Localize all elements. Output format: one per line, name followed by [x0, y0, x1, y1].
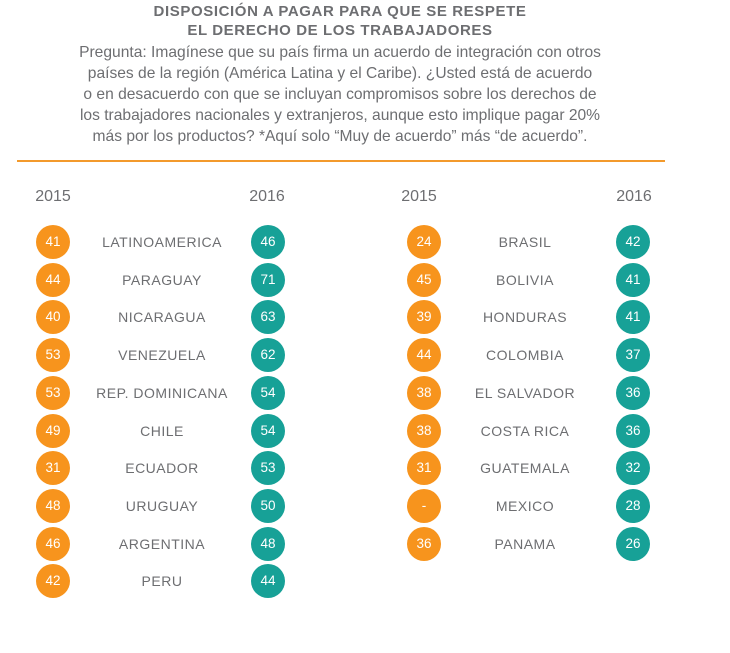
- right-year-2016-header: 2016: [616, 188, 652, 205]
- value-2015-circle: -: [407, 488, 441, 523]
- country-label: CHILE: [140, 422, 184, 439]
- value-2016-circle: 44: [251, 564, 285, 599]
- value-2015-circle: 46: [36, 526, 70, 561]
- country-label: COLOMBIA: [486, 347, 564, 364]
- right-year-2015-header: 2015: [401, 188, 437, 205]
- value-2016-circle: 41: [616, 262, 650, 297]
- value-2016-circle: 32: [616, 451, 650, 486]
- question-line: o en desacuerdo con que se incluyan comp…: [83, 86, 597, 103]
- value-2015-circle: 40: [36, 300, 70, 335]
- country-label: MEXICO: [495, 497, 555, 514]
- value-2016-circle: 53: [251, 451, 285, 486]
- chart-title-line-1: DISPOSICIÓN A PAGAR PARA QUE SE RESPETE: [153, 3, 527, 20]
- divider-rule: [17, 160, 665, 162]
- question-line: Pregunta: Imagínese que su país firma un…: [79, 44, 601, 61]
- left-year-2016-header: 2016: [249, 188, 285, 205]
- value-2015-circle: 53: [36, 338, 70, 373]
- value-2015-circle: 24: [407, 225, 441, 259]
- country-label: BOLIVIA: [496, 271, 554, 288]
- value-2016-circle: 54: [251, 413, 285, 448]
- value-2015-circle: 36: [407, 526, 441, 561]
- value-2016-circle: 26: [616, 526, 650, 561]
- value-2016-circle: 46: [251, 225, 285, 259]
- question-line: los trabajadores nacionales y extranjero…: [79, 107, 601, 124]
- value-2016-circle: 50: [251, 488, 285, 523]
- country-label: URUGUAY: [125, 497, 199, 514]
- country-label: GUATEMALA: [480, 460, 570, 477]
- value-2016-circle: 42: [616, 225, 650, 259]
- value-2016-circle: 63: [251, 300, 285, 335]
- value-2016-circle: 71: [251, 262, 285, 297]
- value-2016-circle: 54: [251, 375, 285, 410]
- value-2016-circle: 48: [251, 526, 285, 561]
- value-2015-circle: 48: [36, 488, 70, 523]
- value-2016-circle: 28: [616, 488, 650, 523]
- value-2015-circle: 39: [407, 300, 441, 335]
- country-label: PANAMA: [494, 535, 556, 552]
- value-2015-circle: 44: [36, 262, 70, 297]
- value-2016-circle: 36: [616, 413, 650, 448]
- left-year-2015-header: 2015: [35, 188, 71, 205]
- value-2015-circle: 31: [36, 451, 70, 486]
- country-label: VENEZUELA: [118, 347, 206, 364]
- value-2015-circle: 31: [407, 451, 441, 486]
- value-2015-circle: 49: [36, 413, 70, 448]
- country-label: PERU: [141, 573, 183, 590]
- value-2015-circle: 53: [36, 375, 70, 410]
- chart-title-line-2: EL DERECHO DE LOS TRABAJADORES: [187, 22, 493, 39]
- country-label: HONDURAS: [482, 309, 568, 326]
- value-2015-circle: 41: [36, 225, 70, 259]
- question-line: más por los productos? *Aquí solo “Muy d…: [92, 128, 588, 145]
- country-label: ECUADOR: [125, 460, 199, 477]
- value-2016-circle: 37: [616, 338, 650, 373]
- value-2016-circle: 62: [251, 338, 285, 373]
- value-2016-circle: 41: [616, 300, 650, 335]
- value-2015-circle: 44: [407, 338, 441, 373]
- country-label: PARAGUAY: [122, 271, 202, 288]
- value-2015-circle: 38: [407, 375, 441, 410]
- value-2015-circle: 45: [407, 262, 441, 297]
- country-label: LATINOAMERICA: [102, 234, 222, 250]
- value-2015-circle: 42: [36, 564, 70, 599]
- question-text: Pregunta: Imagínese que su país firma un…: [0, 42, 680, 147]
- country-label: ARGENTINA: [118, 535, 206, 552]
- country-label: REP. DOMINICANA: [96, 384, 228, 401]
- value-2015-circle: 38: [407, 413, 441, 448]
- country-label: NICARAGUA: [118, 309, 206, 326]
- country-label: COSTA RICA: [480, 422, 570, 439]
- value-2016-circle: 36: [616, 375, 650, 410]
- question-line: países de la región (América Latina y el…: [87, 65, 593, 82]
- country-label: BRASIL: [498, 234, 552, 250]
- country-label: EL SALVADOR: [474, 384, 576, 401]
